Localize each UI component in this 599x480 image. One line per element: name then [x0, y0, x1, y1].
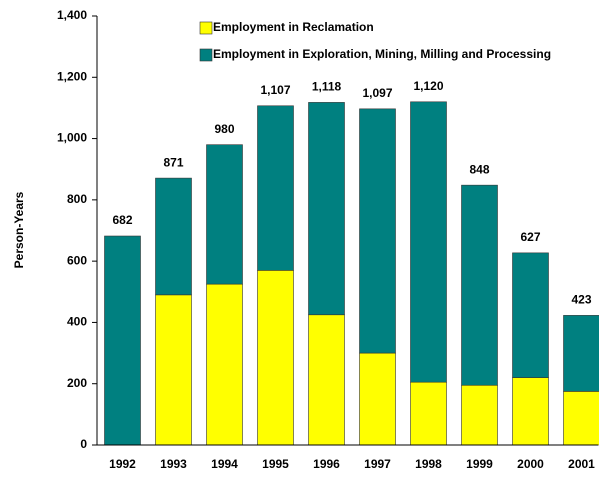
y-axis-label: Person-Years — [12, 191, 26, 268]
total-label: 871 — [163, 155, 183, 169]
bar-segment — [512, 252, 549, 378]
bar-segment — [257, 270, 294, 446]
x-tick-label: 1994 — [211, 457, 238, 471]
total-label: 1,097 — [362, 86, 392, 100]
bar-segment — [359, 108, 396, 354]
y-tick-label: 600 — [67, 253, 87, 267]
total-label: 682 — [112, 213, 132, 227]
legend-swatch — [199, 21, 213, 35]
bar-segment — [308, 314, 345, 446]
x-tick-label: 1993 — [160, 457, 187, 471]
y-tick-label: 800 — [67, 192, 87, 206]
bar-segment — [359, 352, 396, 446]
legend-swatch — [199, 48, 213, 62]
bar-segment — [257, 105, 294, 271]
legend-label: Employment in Reclamation — [213, 20, 374, 34]
y-tick-label: 1,000 — [57, 131, 87, 145]
legend-label: Employment in Exploration, Mining, Milli… — [213, 47, 551, 61]
x-tick-label: 1999 — [466, 457, 493, 471]
bar-segment — [410, 381, 447, 446]
bar-segment — [563, 315, 599, 392]
bar-segment — [206, 144, 243, 285]
total-label: 627 — [520, 230, 540, 244]
x-tick-label: 2001 — [568, 457, 595, 471]
x-tick-label: 1997 — [364, 457, 391, 471]
x-tick-label: 1995 — [262, 457, 289, 471]
bar-segment — [563, 391, 599, 446]
x-tick-label: 1998 — [415, 457, 442, 471]
y-tick-label: 200 — [67, 376, 87, 390]
bar-segment — [155, 294, 192, 446]
bar-segment — [104, 235, 141, 446]
bar-segment — [461, 384, 498, 446]
x-tick-label: 1992 — [109, 457, 136, 471]
total-label: 848 — [469, 162, 489, 176]
bar-segment — [410, 101, 447, 383]
total-label: 1,120 — [413, 79, 443, 93]
total-label: 1,118 — [312, 80, 342, 94]
bar-segment — [512, 377, 549, 446]
y-tick-label: 400 — [67, 315, 87, 329]
y-tick-label: 1,400 — [57, 8, 87, 22]
bar-segment — [155, 177, 192, 296]
bar-segment — [461, 184, 498, 386]
y-tick-label: 0 — [80, 437, 87, 451]
total-label: 980 — [214, 122, 234, 136]
x-tick-label: 2000 — [517, 457, 544, 471]
bar-segment — [308, 102, 345, 316]
x-tick-label: 1996 — [313, 457, 340, 471]
total-label: 1,107 — [260, 83, 290, 97]
y-tick-label: 1,200 — [57, 69, 87, 83]
total-label: 423 — [571, 293, 591, 307]
bar-segment — [206, 283, 243, 446]
